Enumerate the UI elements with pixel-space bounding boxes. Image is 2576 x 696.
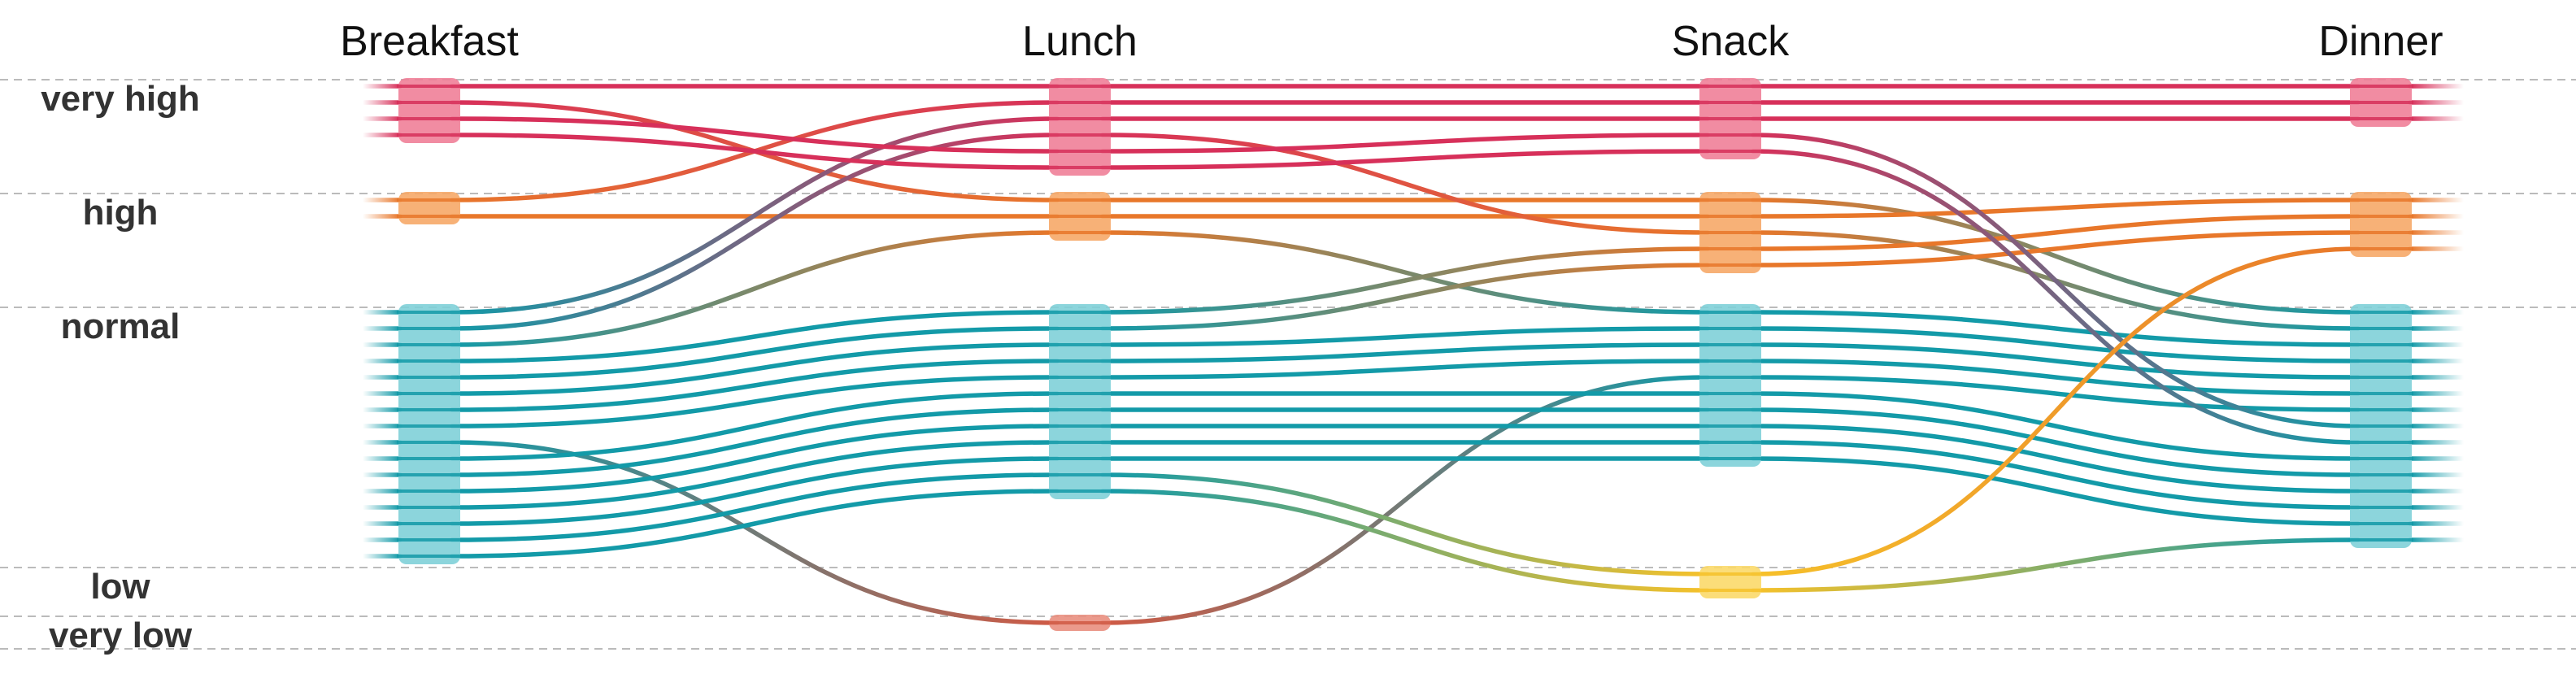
- nodes: [397, 78, 2413, 631]
- flow-11-snack-to-dinner: [1751, 359, 2361, 396]
- flow-19-breakfast-to-lunch: [450, 456, 1060, 526]
- flow-8-lunch-to-snack: [1100, 263, 1710, 331]
- flow-21-snack-to-dinner: [1751, 537, 2361, 593]
- flow-6-snack-to-dinner: [1751, 310, 2361, 347]
- flow-11-breakfast-to-lunch: [450, 375, 1060, 428]
- flow-5-lunch-to-snack: [1100, 133, 1710, 235]
- flow-1-snack-to-dinner: [1751, 198, 2361, 315]
- row-label-very-low: very low: [49, 616, 193, 655]
- flow-21-lunch-to-snack: [1100, 489, 1710, 593]
- flow-5-breakfast-to-lunch: [450, 133, 1060, 331]
- flow-3-snack-to-dinner: [1751, 198, 2361, 219]
- flow-9-breakfast-to-lunch: [450, 342, 1060, 396]
- row-labels: very high high normal low very low: [41, 79, 200, 655]
- flow-4-breakfast-to-lunch: [450, 116, 1060, 315]
- flow-18-breakfast-to-lunch: [450, 440, 1060, 510]
- flow-20-snack-to-dinner: [1751, 246, 2361, 576]
- flow-10-lunch-to-snack: [1100, 342, 1710, 363]
- flow-21-breakfast-to-lunch: [450, 489, 1060, 559]
- row-label-low: low: [90, 567, 150, 607]
- flow-20-breakfast-to-lunch: [450, 472, 1060, 542]
- flow-8-breakfast-to-lunch: [450, 326, 1060, 380]
- flow-14-breakfast-to-lunch: [450, 133, 1060, 170]
- node-lunch-very-high: [1049, 78, 1111, 176]
- row-label-normal: normal: [61, 307, 181, 346]
- row-label-high: high: [83, 193, 159, 233]
- column-label-dinner: Dinner: [2318, 18, 2443, 65]
- column-label-lunch: Lunch: [1022, 18, 1138, 65]
- flow-7-breakfast-to-lunch: [450, 310, 1060, 363]
- node-lunch-normal: [1049, 304, 1111, 499]
- flow-13-lunch-to-snack: [1100, 133, 1710, 154]
- flow-17-breakfast-to-lunch: [450, 424, 1060, 494]
- flow-11-lunch-to-snack: [1100, 359, 1710, 380]
- flow-17-snack-to-dinner: [1751, 424, 2361, 494]
- flow-16-snack-to-dinner: [1751, 407, 2361, 477]
- flow-8-snack-to-dinner: [1751, 230, 2361, 268]
- flow-6-breakfast-to-lunch: [450, 230, 1060, 347]
- flow-10-breakfast-to-lunch: [450, 359, 1060, 412]
- flow-20-lunch-to-snack: [1100, 472, 1710, 576]
- flow-13-snack-to-dinner: [1751, 133, 2361, 428]
- flow-13-breakfast-to-lunch: [450, 116, 1060, 154]
- column-labels: Breakfast Lunch Snack Dinner: [340, 18, 2443, 65]
- flow-10-snack-to-dinner: [1751, 342, 2361, 380]
- node-snack-low: [1699, 566, 1761, 598]
- flow-6-lunch-to-snack: [1100, 230, 1710, 315]
- flow-15-breakfast-to-lunch: [450, 391, 1060, 461]
- flow-19-snack-to-dinner: [1751, 456, 2361, 526]
- flow-7-snack-to-dinner: [1751, 214, 2361, 251]
- node-dinner-high: [2350, 192, 2412, 257]
- node-breakfast-high: [398, 192, 460, 224]
- flow-12-breakfast-to-lunch: [450, 440, 1060, 625]
- flow-18-snack-to-dinner: [1751, 440, 2361, 510]
- flow-14-snack-to-dinner: [1751, 149, 2361, 445]
- flow-7-lunch-to-snack: [1100, 246, 1710, 315]
- flow-14-lunch-to-snack: [1100, 149, 1710, 170]
- row-label-very-high: very high: [41, 79, 200, 119]
- column-label-snack: Snack: [1672, 18, 1791, 65]
- node-breakfast-normal: [398, 304, 460, 564]
- flow-9-lunch-to-snack: [1100, 326, 1710, 347]
- flow-15-snack-to-dinner: [1751, 391, 2361, 461]
- flow-16-breakfast-to-lunch: [450, 407, 1060, 477]
- node-breakfast-very-high: [398, 78, 460, 143]
- flow-9-snack-to-dinner: [1751, 326, 2361, 363]
- flows: [360, 84, 2466, 625]
- column-label-breakfast: Breakfast: [340, 18, 519, 65]
